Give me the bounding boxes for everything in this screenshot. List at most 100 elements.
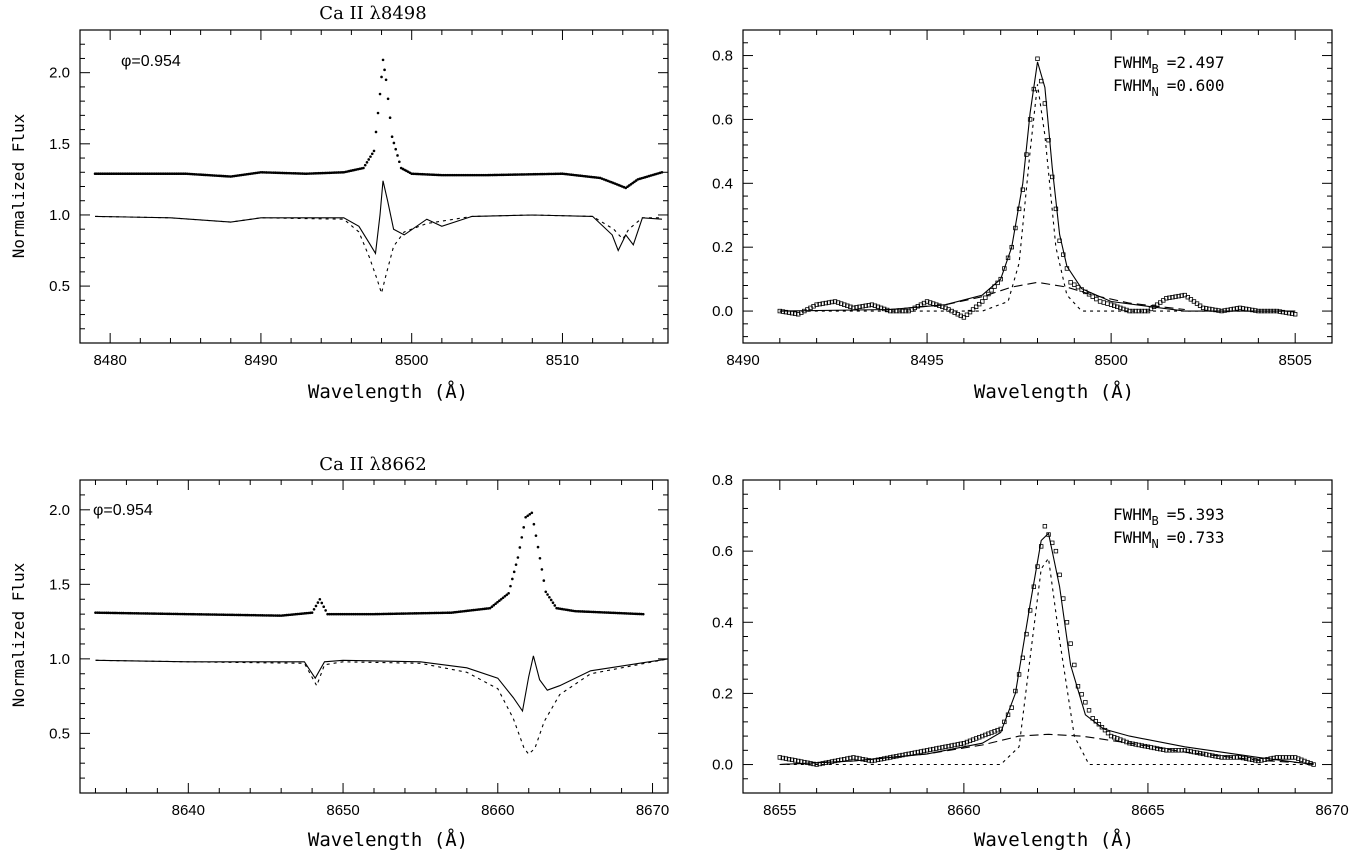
data-point (1038, 544, 1044, 549)
data-point (413, 612, 416, 615)
data-point (183, 612, 186, 616)
data-point (265, 614, 268, 617)
data-point (453, 173, 456, 177)
data-point (390, 135, 394, 139)
fwhm-value: =5.393 (1167, 505, 1225, 524)
data-point (940, 745, 945, 750)
data-point (185, 612, 188, 616)
data-point (449, 173, 453, 177)
y-tick-label: 1.5 (49, 136, 70, 153)
data-point (630, 612, 634, 615)
data-point (135, 172, 138, 175)
data-point (1289, 311, 1295, 316)
data-point (924, 748, 930, 753)
data-point (380, 612, 383, 616)
data-point (177, 612, 181, 616)
data-point (1179, 293, 1184, 298)
data-point (845, 303, 850, 308)
data-point (400, 612, 403, 615)
data-point (129, 172, 133, 175)
data-point (268, 614, 272, 617)
data-point (625, 612, 628, 615)
data-point (372, 149, 376, 153)
series-solid (95, 655, 669, 713)
data-point (101, 172, 104, 175)
data-point (288, 171, 292, 175)
data-point (292, 171, 295, 175)
data-point (418, 611, 422, 615)
data-point (973, 736, 979, 741)
data-point (1094, 296, 1099, 302)
data-point (480, 173, 483, 177)
data-point (370, 152, 374, 156)
data-point (205, 613, 209, 616)
data-point (826, 300, 832, 305)
fwhm-label: FWHM (1113, 76, 1152, 95)
data-point (1296, 756, 1301, 761)
data-point (429, 611, 433, 615)
data-point (179, 612, 183, 616)
data-point (344, 612, 348, 616)
data-point (863, 303, 868, 308)
data-point (1277, 755, 1283, 760)
data-point (216, 613, 220, 616)
data-point (333, 612, 337, 616)
data-point (605, 611, 608, 614)
data-point (394, 147, 398, 151)
data-point (512, 173, 516, 176)
data-point (188, 612, 192, 616)
data-point (1250, 307, 1255, 313)
data-point (123, 611, 127, 615)
data-point (392, 612, 396, 616)
data-point (485, 173, 489, 177)
data-point (108, 172, 111, 175)
data-point (374, 130, 378, 134)
data-point (460, 173, 464, 177)
fwhm-subscript: N (1152, 85, 1159, 99)
data-point (370, 612, 374, 616)
x-tick-label: 8510 (546, 352, 579, 369)
data-point (1225, 307, 1230, 313)
y-tick-label: 0.6 (712, 111, 733, 128)
data-point (1072, 662, 1077, 668)
data-point (342, 612, 346, 616)
data-point (464, 173, 467, 177)
data-point (1292, 312, 1298, 317)
data-point (465, 173, 469, 177)
data-point (527, 173, 530, 176)
data-point (1108, 733, 1114, 739)
data-point (111, 172, 115, 175)
data-point (246, 613, 250, 617)
data-point (1200, 305, 1206, 311)
data-point (388, 116, 392, 120)
data-point (229, 613, 233, 617)
data-point (1068, 280, 1073, 285)
series-solid (779, 61, 1296, 312)
data-point (162, 172, 166, 175)
data-point (166, 612, 170, 616)
data-point (467, 173, 471, 177)
data-point (783, 309, 789, 315)
data-point (872, 303, 878, 308)
data-point (218, 613, 222, 616)
svg-text:FWHMN=0.733: FWHMN =0.733 (1113, 528, 1225, 551)
y-tick-label: 2.0 (49, 65, 70, 82)
data-point (214, 613, 218, 616)
panel-title-bottom-left: Ca II λ8662 (319, 454, 426, 475)
data-point (101, 611, 105, 615)
data-point (159, 612, 162, 615)
data-point (1057, 572, 1062, 578)
data-point (290, 171, 293, 175)
data-point (875, 304, 881, 310)
data-point (1072, 282, 1077, 287)
x-tick-label: 8500 (395, 352, 428, 369)
data-point (169, 172, 173, 175)
data-point (380, 75, 383, 79)
x-tick-label: 8490 (244, 352, 277, 369)
data-point (551, 601, 555, 605)
data-point (144, 172, 148, 175)
data-point (1121, 738, 1126, 744)
data-point (832, 299, 838, 304)
data-point (278, 614, 281, 617)
data-point (266, 171, 270, 174)
